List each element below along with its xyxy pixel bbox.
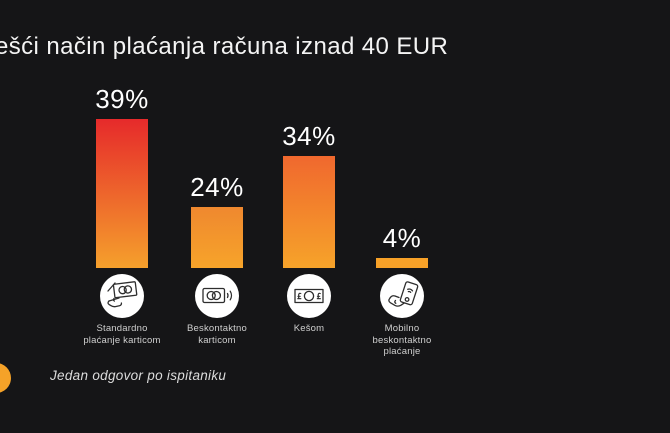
mobile-contactless-icon bbox=[380, 274, 424, 318]
category-label: Kešom bbox=[293, 323, 325, 334]
banknote-icon: £ £ bbox=[287, 274, 331, 318]
value-label: 34% bbox=[282, 121, 336, 151]
svg-text:£: £ bbox=[317, 292, 322, 301]
bar-standard-card bbox=[96, 119, 148, 268]
decorative-orange-dot bbox=[0, 363, 11, 393]
bar-column-cash: 34% £ £ Kešom bbox=[261, 0, 357, 433]
bar-contactless-card bbox=[191, 207, 243, 268]
bar-cash bbox=[283, 156, 335, 268]
svg-text:£: £ bbox=[297, 292, 302, 301]
value-label: 4% bbox=[382, 223, 422, 253]
category-label: Standardno plaćanje karticom bbox=[83, 323, 161, 346]
hand-card-icon bbox=[100, 274, 144, 318]
bar-column-contactless-card: 24% Beskontaktno karticom bbox=[169, 0, 265, 433]
bar-column-standard-card: 39% Standardno plaćanje karticom bbox=[74, 0, 170, 433]
value-label: 39% bbox=[95, 84, 149, 114]
contactless-card-icon bbox=[195, 274, 239, 318]
category-label: Beskontaktno karticom bbox=[187, 323, 247, 346]
chart-title: ešći način plaćanja računa iznad 40 EUR bbox=[0, 33, 449, 60]
category-label: Mobilno beskontaktno plaćanje bbox=[372, 323, 432, 357]
footnote: Jedan odgovor po ispitaniku bbox=[50, 368, 227, 383]
bar-column-mobile-contactless: 4% Mobilno beskontaktno plaćanje bbox=[354, 0, 450, 433]
bar-mobile-contactless bbox=[376, 258, 428, 268]
value-label: 24% bbox=[190, 172, 244, 202]
